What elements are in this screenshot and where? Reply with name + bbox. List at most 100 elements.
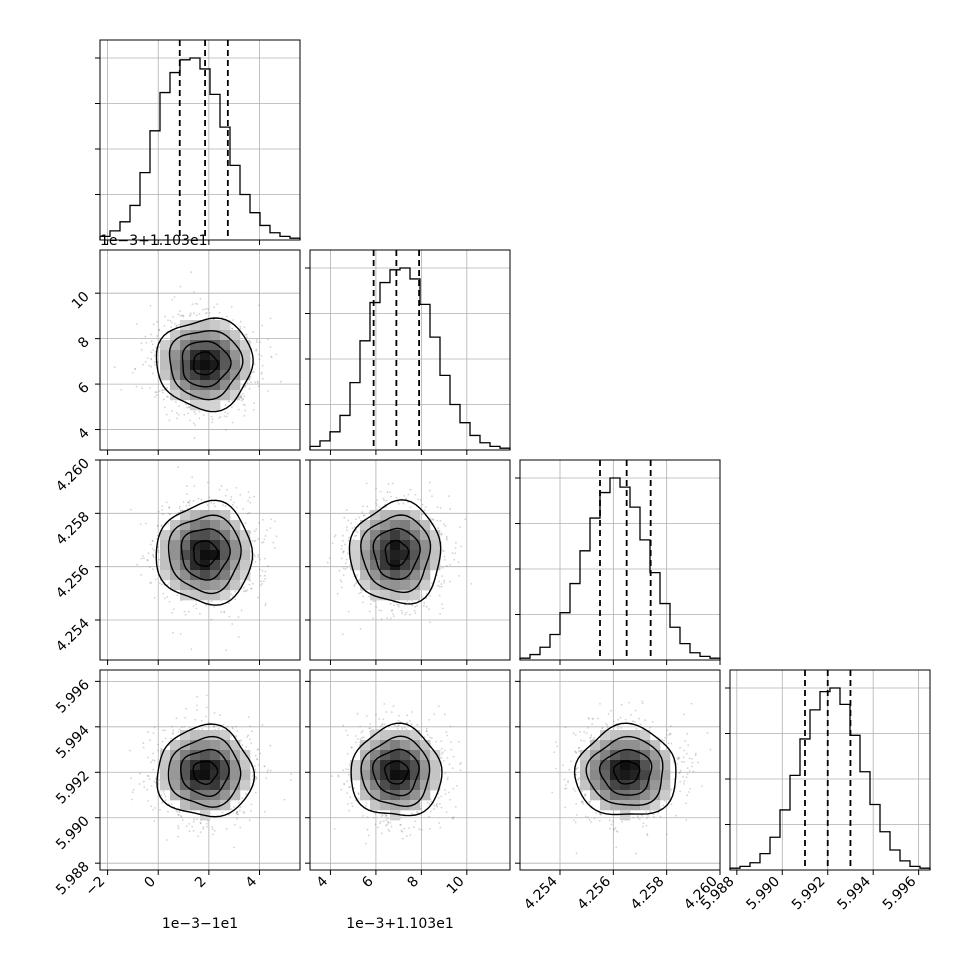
panel-3-1-sample-point bbox=[286, 789, 288, 791]
panel-1-0-sample-point bbox=[261, 364, 264, 367]
panel-2-0-sample-point bbox=[177, 511, 180, 514]
panel-3-0-density-cell bbox=[200, 760, 211, 771]
panel-1-0-sample-point bbox=[187, 412, 190, 415]
panel-1-0-sample-point bbox=[225, 415, 228, 418]
panel-3-0-sample-point bbox=[163, 793, 166, 795]
panel-3-0-sample-point bbox=[234, 824, 236, 826]
panel-1-0-sample-point bbox=[158, 329, 161, 332]
panel-1-0-sample-point bbox=[253, 402, 256, 405]
panel-3-0-contour bbox=[156, 723, 256, 818]
panel-3-1-sample-point bbox=[444, 793, 447, 795]
panel-3-1-density-cell bbox=[350, 760, 361, 771]
panel-3-2-sample-point bbox=[555, 741, 557, 743]
panel-2-0-density-cell bbox=[210, 530, 221, 541]
panel-2-0-sample-point bbox=[136, 563, 139, 566]
panel-2-0-sample-point bbox=[264, 602, 267, 605]
panel-2-1-sample-point bbox=[353, 585, 355, 588]
panel-3-0-sample-point bbox=[205, 822, 208, 825]
panel-3-1-sample-point bbox=[410, 723, 413, 726]
panel-1-0-sample-point bbox=[194, 424, 197, 427]
panel-1-0-sample-point bbox=[193, 437, 196, 439]
panel-2-0-sample-point bbox=[151, 547, 154, 550]
panel-3-0-sample-point bbox=[172, 731, 175, 734]
panel-2-0-sample-point bbox=[230, 495, 233, 498]
panel-3-2-density-cell bbox=[660, 760, 671, 771]
panel-2-1-sample-point bbox=[443, 555, 446, 558]
panel-3-2-sample-point bbox=[551, 791, 554, 794]
panel-3-2-sample-point bbox=[676, 757, 679, 760]
panel-1-0-sample-point bbox=[242, 398, 245, 400]
panel-2-1-sample-point bbox=[429, 595, 431, 597]
panel-3-0-sample-point bbox=[157, 783, 160, 785]
panel-1-0-sample-point bbox=[205, 312, 208, 314]
panel-3-2-sample-point bbox=[706, 732, 709, 734]
panel-2-1-sample-point bbox=[455, 541, 457, 544]
panel-3-1-density-cell bbox=[420, 790, 431, 801]
panel-3-1-density-cell bbox=[380, 740, 391, 751]
panel-3-1-density-cell bbox=[380, 730, 391, 741]
panel-2-1-sample-point bbox=[444, 559, 446, 561]
panel-3-2-sample-point bbox=[628, 701, 630, 704]
panel-1-0-sample-point bbox=[152, 349, 155, 351]
panel-3-0-sample-point bbox=[256, 758, 259, 761]
panel-2-0-sample-point bbox=[150, 581, 153, 584]
panel-2-0-sample-point bbox=[147, 552, 150, 555]
panel-1-0-density-cell bbox=[190, 360, 201, 371]
panel-1-0-density-cell bbox=[220, 370, 231, 381]
panel-2-0-sample-point bbox=[261, 519, 264, 521]
panel-1-0-sample-point bbox=[267, 390, 269, 392]
panel-3-1-sample-point bbox=[445, 811, 448, 813]
panel-3-0-density-cell bbox=[180, 760, 191, 771]
panel-3-2-sample-point bbox=[653, 815, 655, 818]
panel-2-0-sample-point bbox=[159, 582, 161, 584]
panel-2-0-sample-point bbox=[224, 494, 227, 497]
panel-3-1-sample-point bbox=[361, 730, 364, 732]
panel-2-0-density-cell bbox=[190, 530, 201, 541]
panel-2-0-sample-point bbox=[244, 522, 247, 525]
panel-3-2-sample-point bbox=[659, 815, 662, 818]
panel-3-0-sample-point bbox=[254, 765, 256, 767]
panel-1-0-sample-point bbox=[202, 414, 205, 416]
panel-3-0-density-cell bbox=[200, 780, 211, 791]
panel-1-0-sample-point bbox=[150, 351, 153, 354]
panel-3-1-sample-point bbox=[435, 803, 438, 805]
panel-3-0-sample-point bbox=[211, 826, 214, 828]
panel-1-0-sample-point bbox=[244, 333, 247, 336]
panel-2-1-sample-point bbox=[401, 612, 404, 614]
panel-1-0-sample-point bbox=[230, 306, 233, 308]
panel-1-0-sample-point bbox=[113, 366, 116, 369]
panel-2-0-sample-point bbox=[243, 586, 246, 589]
panel-3-1-sample-point bbox=[433, 713, 436, 715]
panel-1-0-sample-point bbox=[205, 307, 208, 310]
panel-3-2-sample-point bbox=[634, 709, 637, 712]
panel-2-0-sample-point bbox=[169, 513, 172, 516]
panel-3-0-sample-point bbox=[265, 777, 268, 779]
panel-3-0-sample-point bbox=[200, 719, 203, 722]
panel-1-0-sample-point bbox=[231, 399, 234, 402]
panel-1-0-sample-point bbox=[237, 408, 240, 411]
panel-3-0-sample-point bbox=[263, 810, 266, 813]
panel-2-1-density-cell bbox=[350, 550, 361, 561]
panel-3-2-sample-point bbox=[575, 767, 577, 770]
panel-3-0-density-cell bbox=[200, 770, 211, 781]
panel-3-1-sample-point bbox=[369, 723, 371, 725]
panel-3-1-sample-point bbox=[362, 736, 365, 739]
panel-3-0-sample-point bbox=[249, 725, 252, 728]
panel-3-0-density-cell bbox=[210, 800, 221, 811]
panel-1-0-density-cell bbox=[180, 390, 191, 401]
panel-1-0-sample-point bbox=[227, 412, 229, 415]
panel-2-0-density-cell bbox=[160, 540, 171, 551]
panel-3-2-sample-point bbox=[607, 713, 610, 715]
panel-3-2-density-cell bbox=[650, 800, 661, 811]
panel-3-2-sample-point bbox=[588, 717, 590, 720]
panel-3-1-sample-point bbox=[350, 746, 353, 749]
panel-2-0-density-cell bbox=[160, 550, 171, 561]
panel-3-1-sample-point bbox=[446, 734, 449, 737]
panel-2-1-sample-point bbox=[343, 516, 346, 519]
panel-3-0-sample-point bbox=[213, 712, 216, 714]
panel-3-1-sample-point bbox=[428, 803, 431, 805]
panel-3-2-sample-point bbox=[599, 813, 601, 815]
panel-3-2-density-cell bbox=[640, 770, 651, 781]
panel-1-0-sample-point bbox=[152, 372, 154, 375]
panel-2-0-density-cell bbox=[200, 510, 211, 521]
